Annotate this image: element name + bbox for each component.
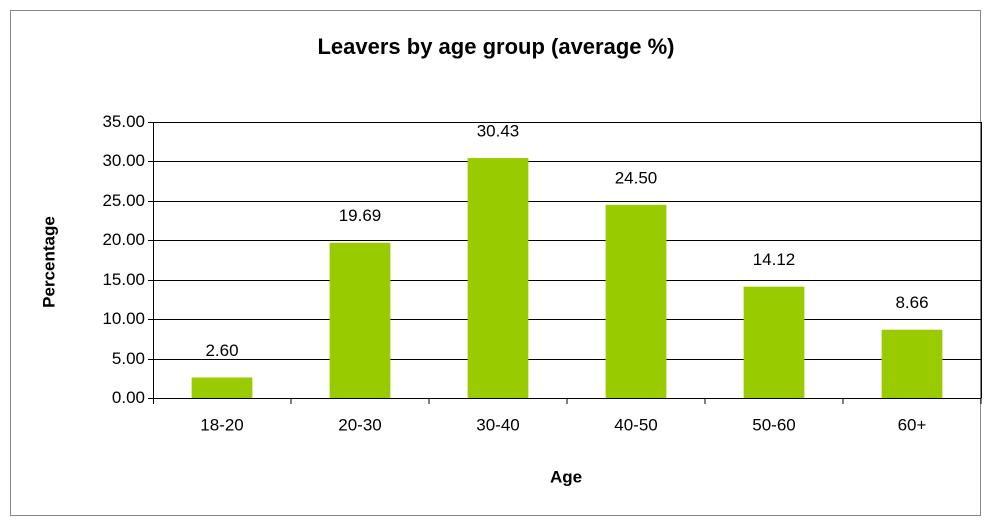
data-label: 19.69 [339,206,382,225]
bar [743,286,805,398]
y-axis-label: Percentage [39,216,58,308]
bar [881,329,943,398]
x-tick-label: 18-20 [200,415,243,434]
y-tick-label: 0.00 [112,388,145,407]
x-tick-label: 50-60 [752,415,795,434]
data-label: 30.43 [477,122,520,141]
y-tick-label: 30.00 [102,151,145,170]
bar [605,204,667,398]
bar [467,158,529,398]
y-tick-label: 15.00 [102,270,145,289]
chart-title: Leavers by age group (average %) [317,34,674,59]
y-tick-label: 5.00 [112,349,145,368]
data-label: 14.12 [753,250,796,269]
data-label: 2.60 [205,341,238,360]
x-tick-label: 60+ [898,415,927,434]
bar [191,377,253,398]
y-tick-label: 10.00 [102,309,145,328]
y-tick-label: 25.00 [102,191,145,210]
data-label: 8.66 [895,293,928,312]
y-tick-label: 20.00 [102,230,145,249]
y-tick-label: 35.00 [102,112,145,131]
x-tick-label: 20-30 [338,415,381,434]
x-tick-label: 30-40 [476,415,519,434]
bar [329,242,391,398]
x-tick-label: 40-50 [614,415,657,434]
x-axis-label: Age [550,467,582,486]
data-label: 24.50 [615,168,658,187]
